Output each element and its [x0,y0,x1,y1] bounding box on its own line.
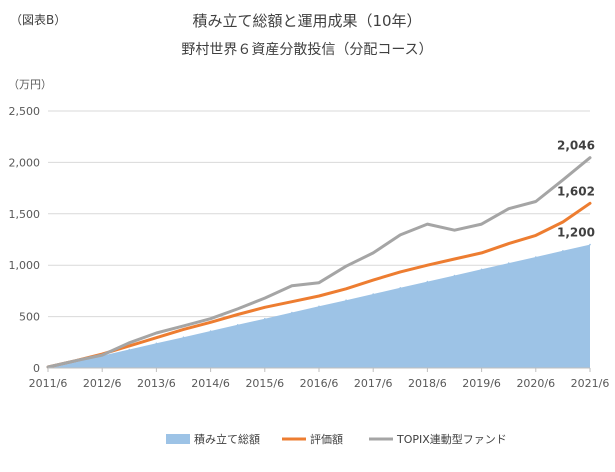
y-tick-label: 2,500 [9,105,41,118]
y-tick-label: 1,000 [9,259,41,272]
data-point [155,336,158,339]
data-point [562,250,564,252]
x-tick-label: 2021/6 [571,377,610,390]
data-point [318,295,320,297]
data-point [453,274,456,277]
data-labels: 1,200 1,602 2,046 [557,139,595,240]
line-series [46,156,592,369]
x-tick-label: 2013/6 [137,377,176,390]
x-tick-label: 2015/6 [245,377,284,390]
data-point [453,258,456,260]
legend-item: TOPIX連動型ファンド [396,432,507,446]
data-point [101,354,103,356]
x-tick-label: 2014/6 [191,377,230,390]
data-point [372,252,375,254]
y-tick-label: 0 [33,362,40,375]
data-point [236,308,239,310]
x-tick-label: 2018/6 [408,377,447,390]
data-point [507,242,510,245]
data-point [345,288,347,290]
data-point [209,321,212,324]
data-point [562,179,564,181]
area-series [47,243,591,368]
x-tick-label: 2020/6 [516,377,555,390]
x-tick-label: 2016/6 [300,377,339,390]
data-label: 1,602 [557,184,595,198]
figure-label: （図表B） [10,13,66,27]
data-point [345,299,347,302]
data-point [453,229,456,231]
data-point [345,265,347,268]
data-point [480,223,483,225]
data-point [399,287,402,289]
x-tick-label: 2011/6 [29,377,68,390]
data-point [236,324,239,326]
data-point [264,306,266,309]
data-point [209,317,212,320]
data-label: 1,200 [557,226,595,240]
data-point [318,281,320,284]
legend-swatch [166,434,190,444]
data-label: 2,046 [557,139,595,153]
data-point [155,332,158,334]
data-point [74,360,76,362]
data-point [264,297,266,299]
data-point [372,293,375,295]
data-point [291,300,293,303]
data-point [47,366,49,368]
x-tick-label: 2017/6 [354,377,393,390]
data-point [589,243,591,246]
legend: 積み立て総額 評価額 TOPIX連動型ファンド [166,432,507,446]
data-point [480,268,483,271]
data-point [507,262,510,264]
legend-item: 積み立て総額 [194,432,260,446]
data-point [182,336,185,339]
data-point [535,256,537,258]
x-tick-label: 2019/6 [462,377,501,390]
data-point [128,345,131,347]
data-point [426,280,429,283]
data-point [399,271,402,273]
data-point [155,342,158,345]
data-point [318,305,320,308]
data-point [264,317,266,320]
data-point [372,279,375,281]
chart-title: 積み立て総額と運用成果（10年） [192,12,421,30]
data-point [291,311,293,314]
legend-item: 評価額 [310,432,343,446]
y-axis-label: （万円） [8,78,52,91]
data-point [236,313,239,316]
data-point [182,328,185,331]
data-point [426,264,429,267]
chart-subtitle: 野村世界６資産分散投信（分配コース） [181,42,432,58]
data-point [507,207,510,210]
data-point [426,223,429,225]
data-point [535,200,537,203]
data-point [562,221,564,223]
data-point [291,285,293,287]
data-point [128,342,131,344]
y-tick-label: 2,000 [9,156,41,169]
data-point [399,234,402,236]
data-point [589,202,591,205]
data-point [182,325,185,327]
x-tick-label: 2012/6 [83,377,122,390]
axes: 0 500 1,000 1,500 2,000 2,500 2011/6 2012/6 2013… [9,105,610,390]
y-tick-label: 500 [19,311,40,324]
data-point [535,234,537,237]
data-point [209,330,212,332]
y-tick-label: 1,500 [9,208,41,221]
data-point [128,348,131,351]
data-point [480,252,483,254]
data-point [589,156,591,159]
